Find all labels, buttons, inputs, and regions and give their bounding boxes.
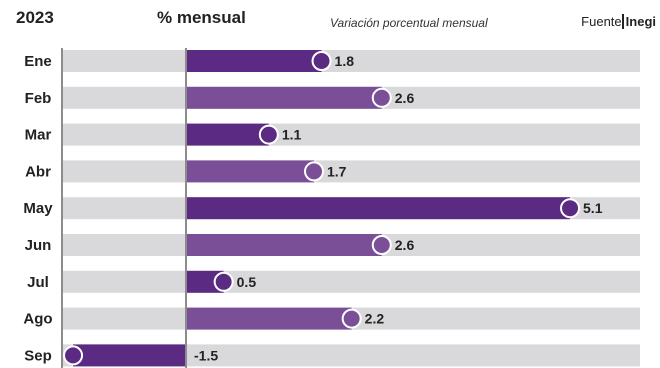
bar-end-marker — [311, 51, 332, 71]
category-label: May — [23, 200, 53, 217]
bar — [186, 197, 571, 220]
bar-end-marker — [560, 198, 581, 219]
category-label: Sep — [24, 347, 52, 364]
source-org: Inegi — [621, 14, 656, 29]
value-label: 1.7 — [327, 163, 347, 179]
value-label: 2.6 — [395, 237, 415, 253]
source-credit: Fuente Inegi — [581, 14, 656, 29]
bar-track — [62, 160, 640, 183]
bar — [186, 270, 224, 293]
bar-end-marker — [63, 345, 84, 366]
value-label: 1.8 — [335, 53, 355, 69]
category-label: Mar — [25, 127, 52, 144]
bar-end-marker — [213, 271, 234, 292]
value-label: 0.5 — [237, 274, 257, 290]
category-label: Jul — [27, 274, 49, 291]
bar-end-marker — [258, 124, 279, 145]
bar — [186, 160, 315, 183]
bar — [186, 86, 382, 109]
bar-track — [62, 123, 640, 146]
bar-end-marker — [371, 87, 392, 108]
value-label: -1.5 — [194, 347, 218, 363]
bar-end-marker — [341, 308, 362, 329]
bar — [73, 344, 186, 367]
bar — [186, 123, 269, 146]
year-label: 2023 — [16, 8, 54, 27]
bar — [186, 307, 352, 330]
bar — [186, 234, 382, 256]
bar-end-marker — [304, 161, 325, 182]
category-label: Ene — [24, 53, 52, 70]
value-label: 2.6 — [395, 90, 415, 106]
bar-track — [62, 344, 640, 367]
category-label: Abr — [25, 163, 51, 180]
bar — [186, 50, 322, 72]
category-label: Feb — [25, 90, 52, 107]
bar-track — [62, 270, 640, 293]
unit-label: % mensual — [157, 8, 246, 27]
chart-subtitle: Variación porcentual mensual — [330, 16, 488, 30]
category-label: Jun — [25, 237, 52, 254]
value-label: 1.1 — [282, 127, 302, 143]
value-label: 2.2 — [365, 311, 385, 327]
category-label: Ago — [23, 311, 52, 328]
source-prefix: Fuente — [581, 14, 622, 29]
value-label: 5.1 — [583, 200, 603, 216]
bar-end-marker — [371, 235, 392, 255]
